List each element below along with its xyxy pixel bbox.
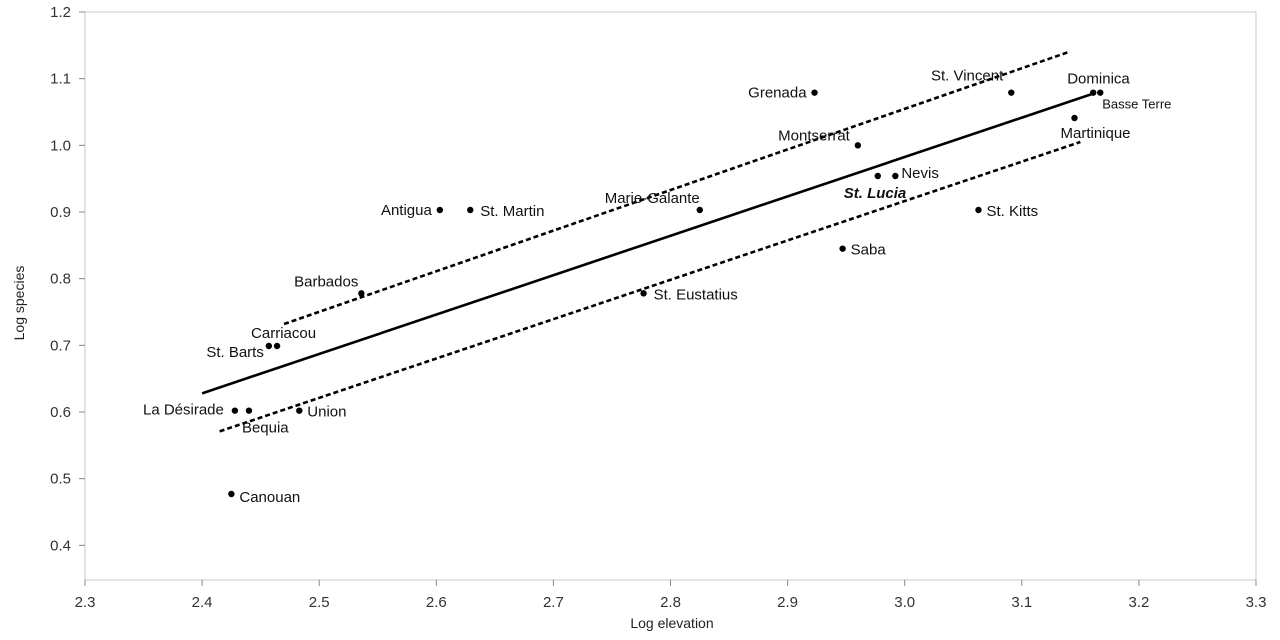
label-st-kitts: St. Kitts [986,203,1038,220]
label-st-barts: St. Barts [206,344,264,361]
x-tick-label: 2.8 [660,594,681,611]
point-montserrat [854,142,862,149]
x-tick-label: 2.6 [426,594,447,611]
y-tick-label: 1.1 [50,71,71,88]
point-labels: Grenada St. Vincent Dominica Basse Terre Mar… [143,68,1171,506]
regression-line [201,92,1093,395]
x-tick-label: 2.3 [75,594,96,611]
x-tick-label: 2.5 [309,594,330,611]
point-martinique [1071,114,1078,122]
label-saba: Saba [851,242,887,259]
point-st-eustatius [640,290,647,297]
y-tick-label: 1.0 [50,137,71,154]
point-barbados [358,290,365,297]
label-nevis: Nevis [901,165,939,182]
y-tick-label: 0.4 [50,537,71,554]
x-tick-label: 2.7 [543,594,564,611]
point-st-barts [265,342,273,350]
fit-lines [201,50,1093,433]
y-tick-label: 0.7 [50,337,71,354]
lower-confidence-line [219,140,1081,433]
label-dominica: Dominica [1067,71,1130,88]
label-bequia: Bequia [242,420,289,437]
point-marie-galante [696,206,703,214]
label-la-d-sirade: La Désirade [143,402,224,419]
upper-confidence-line [283,50,1070,326]
label-union: Union [307,404,346,421]
y-tick-label: 1.2 [50,4,71,21]
y-tick-label: 0.5 [50,471,71,488]
point-carriacou [273,342,281,350]
point-dominica [1090,89,1097,96]
label-martinique: Martinique [1060,125,1130,142]
point-st-lucia [874,172,881,180]
label-antigua: Antigua [381,202,433,219]
label-st-martin: St. Martin [480,203,544,220]
x-tick-label: 3.2 [1128,594,1149,611]
point-st-vincent [1008,89,1015,96]
point-la-d-sirade [231,407,239,414]
label-basse-terre: Basse Terre [1102,97,1171,112]
label-carriacou: Carriacou [251,325,316,342]
point-saba [839,245,846,252]
point-st-kitts [975,206,982,214]
point-nevis [892,172,899,180]
point-basse-terre [1097,89,1104,96]
x-tick-label: 3.0 [894,594,915,611]
point-bequia [245,407,253,414]
y-axis-title: Log species [11,266,27,341]
x-tick-label: 2.4 [192,594,213,611]
y-tick-label: 0.6 [50,404,71,421]
x-tick-label: 2.9 [777,594,798,611]
y-tick-label: 0.9 [50,204,71,221]
data-points [228,89,1104,498]
point-canouan [228,490,235,498]
x-axis-title: Log elevation [630,615,713,631]
label-canouan: Canouan [239,489,300,506]
point-antigua [436,206,444,214]
x-axis: 2.3 2.4 2.5 2.6 2.7 2.8 2.9 3.0 3.1 3.2 3.3 [75,580,1267,611]
x-tick-label: 3.1 [1011,594,1032,611]
y-tick-label: 0.8 [50,271,71,288]
point-union [296,407,303,414]
label-montserrat: Montserrat [778,127,851,144]
label-grenada: Grenada [748,85,807,102]
point-st-martin [467,206,474,214]
point-grenada [811,89,818,96]
label-st-vincent: St. Vincent [931,68,1004,85]
x-tick-label: 3.3 [1246,594,1267,611]
label-marie-galante: Marie-Galante [605,190,700,207]
label-st-lucia: St. Lucia [844,185,907,202]
label-st-eustatius: St. Eustatius [654,286,738,303]
label-barbados: Barbados [294,273,358,290]
y-axis: 0.4 0.5 0.6 0.7 0.8 0.9 1.0 1.1 1.2 [50,4,85,554]
